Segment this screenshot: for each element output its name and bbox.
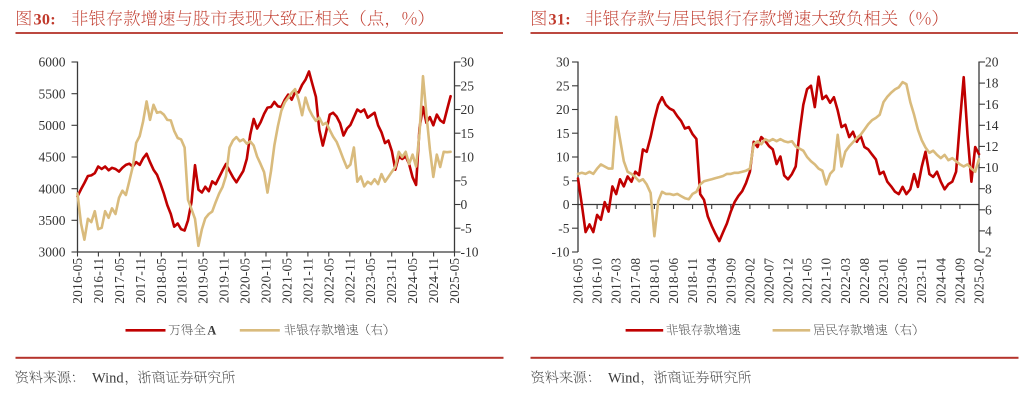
svg-text:20: 20 <box>985 55 999 70</box>
svg-text:2021-05: 2021-05 <box>800 258 815 304</box>
svg-text:2019-04: 2019-04 <box>704 258 719 304</box>
svg-text:2023-11: 2023-11 <box>914 258 929 304</box>
svg-text:2020-12: 2020-12 <box>781 258 796 304</box>
svg-text:2018-01: 2018-01 <box>647 258 662 304</box>
svg-text:2017-05: 2017-05 <box>112 258 127 304</box>
svg-text:6000: 6000 <box>39 55 66 70</box>
svg-text:30:: 30: <box>34 11 56 29</box>
svg-text:-5: -5 <box>558 221 569 236</box>
svg-text:2018-05: 2018-05 <box>154 258 169 304</box>
svg-text:5500: 5500 <box>39 86 66 101</box>
svg-text:2022-08: 2022-08 <box>857 258 872 304</box>
svg-text:2019-05: 2019-05 <box>196 258 211 304</box>
svg-text:Wind: Wind <box>92 370 124 386</box>
svg-text:-10: -10 <box>461 245 479 260</box>
svg-text:2017-11: 2017-11 <box>133 258 148 304</box>
svg-text:5: 5 <box>563 173 570 188</box>
svg-text:20: 20 <box>556 102 570 117</box>
svg-text:2024-09: 2024-09 <box>952 258 967 304</box>
svg-text:20: 20 <box>461 102 475 117</box>
svg-text:18: 18 <box>985 76 999 91</box>
svg-text:Wind: Wind <box>608 370 640 386</box>
svg-text:3000: 3000 <box>39 245 66 260</box>
svg-text:2016-05: 2016-05 <box>70 258 85 304</box>
svg-text:2019-09: 2019-09 <box>723 258 738 304</box>
svg-text:2020-11: 2020-11 <box>259 258 274 304</box>
svg-text:2016-05: 2016-05 <box>571 258 586 304</box>
svg-text:2023-11: 2023-11 <box>384 258 399 304</box>
svg-text:6: 6 <box>985 202 992 217</box>
svg-text:2021-10: 2021-10 <box>819 258 834 304</box>
svg-text:10: 10 <box>556 150 570 165</box>
svg-text:31:: 31: <box>549 11 571 29</box>
svg-text:4: 4 <box>985 224 992 239</box>
svg-text:8: 8 <box>985 181 992 196</box>
svg-text:2023-01: 2023-01 <box>876 258 891 304</box>
svg-text:-10: -10 <box>552 245 570 260</box>
svg-text:0: 0 <box>461 197 468 212</box>
svg-text:5000: 5000 <box>39 118 66 133</box>
svg-text:10: 10 <box>461 150 475 165</box>
svg-text:10: 10 <box>985 160 999 175</box>
svg-text:2021-11: 2021-11 <box>300 258 315 304</box>
svg-text:14: 14 <box>985 118 999 133</box>
svg-text:25: 25 <box>461 78 475 93</box>
svg-text:15: 15 <box>556 126 570 141</box>
svg-text:2018-06: 2018-06 <box>666 258 681 304</box>
svg-text:5: 5 <box>461 173 468 188</box>
svg-text:2024-11: 2024-11 <box>426 258 441 304</box>
svg-text:4000: 4000 <box>39 181 66 196</box>
svg-text:2017-08: 2017-08 <box>628 258 643 304</box>
svg-text:2019-11: 2019-11 <box>217 258 232 304</box>
svg-text:2020-02: 2020-02 <box>742 258 757 304</box>
svg-text:2021-05: 2021-05 <box>279 258 294 304</box>
svg-text:30: 30 <box>461 55 475 70</box>
svg-text:2023-06: 2023-06 <box>895 258 910 304</box>
svg-text:2025-02: 2025-02 <box>972 258 987 304</box>
svg-text:2: 2 <box>985 245 992 260</box>
svg-text:25: 25 <box>556 78 570 93</box>
svg-text:2024-04: 2024-04 <box>933 258 948 304</box>
svg-text:30: 30 <box>556 55 570 70</box>
svg-text:2017-03: 2017-03 <box>609 258 624 304</box>
svg-text:2023-05: 2023-05 <box>363 258 378 304</box>
svg-text:3500: 3500 <box>39 213 66 228</box>
svg-text:2020-05: 2020-05 <box>238 258 253 304</box>
svg-text:2018-11: 2018-11 <box>175 258 190 304</box>
svg-text:0: 0 <box>563 197 570 212</box>
svg-text:2025-05: 2025-05 <box>447 258 462 304</box>
svg-text:-5: -5 <box>461 221 472 236</box>
svg-text:15: 15 <box>461 126 475 141</box>
svg-text:4500: 4500 <box>39 150 66 165</box>
svg-text:A: A <box>207 323 216 337</box>
svg-text:2020-07: 2020-07 <box>762 258 777 304</box>
svg-text:2016-11: 2016-11 <box>91 258 106 304</box>
svg-text:2022-11: 2022-11 <box>342 258 357 304</box>
svg-text:12: 12 <box>985 139 999 154</box>
svg-text:16: 16 <box>985 97 999 112</box>
svg-text:2016-10: 2016-10 <box>590 258 605 304</box>
svg-text:2022-03: 2022-03 <box>838 258 853 304</box>
svg-text:2024-05: 2024-05 <box>405 258 420 304</box>
svg-text:2018-11: 2018-11 <box>685 258 700 304</box>
svg-text:2022-05: 2022-05 <box>321 258 336 304</box>
